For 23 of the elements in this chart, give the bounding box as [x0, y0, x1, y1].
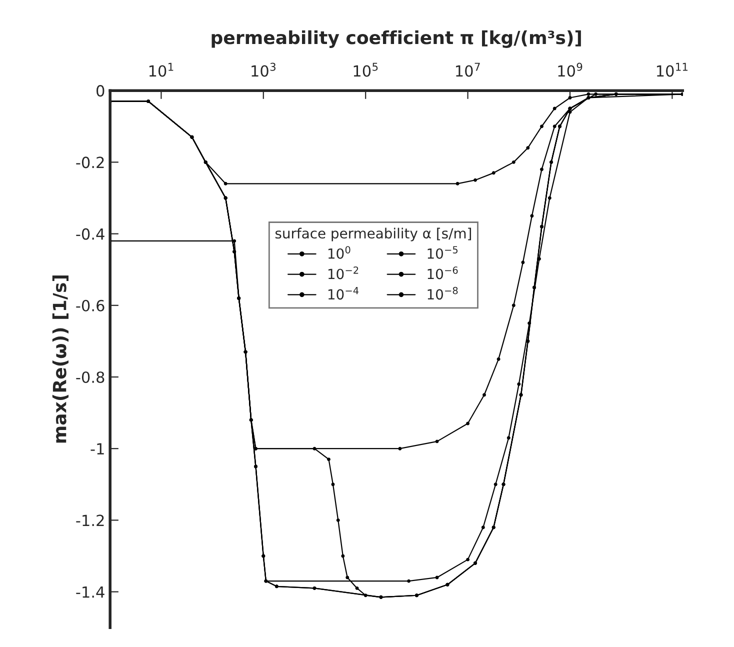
- x-tick-label: 10$^{7}$: [456, 62, 480, 77]
- legend-label: 10$^{−5}$: [428, 246, 458, 259]
- legend-label: 10$^{−2}$: [328, 266, 358, 280]
- y-tick-label: 0: [96, 85, 104, 97]
- x-tick-label: 10$^{3}$: [252, 62, 276, 77]
- x-axis-title: permeability coefficient π [kg/(m³s)]: [212, 30, 581, 48]
- y-tick-label: -1: [90, 443, 104, 454]
- x-tick-label: 10$^{11}$: [656, 62, 688, 77]
- legend-title: surface permeability α [s/m]: [275, 228, 472, 242]
- x-tick-label: 10$^{5}$: [354, 62, 378, 77]
- y-tick-label: -0.2: [76, 156, 104, 168]
- x-tick-label: 10$^{9}$: [558, 62, 582, 77]
- y-tick-label: -1.2: [76, 514, 104, 526]
- legend-label: 10$^{−4}$: [328, 287, 359, 300]
- y-tick-label: -1.4: [76, 586, 104, 598]
- y-tick-label: -0.8: [76, 371, 104, 384]
- y-axis-title: max(Re(ω)) [1/s]: [52, 276, 68, 443]
- x-tick-label: 10$^{1}$: [149, 62, 174, 77]
- y-tick-label: -0.4: [76, 228, 104, 240]
- y-tick-label: -0.6: [76, 300, 104, 312]
- legend-label: 10$^{−8}$: [428, 286, 458, 300]
- legend-label: 10$^{−6}$: [428, 266, 458, 280]
- legend-label: 10$^{0}$: [328, 246, 350, 259]
